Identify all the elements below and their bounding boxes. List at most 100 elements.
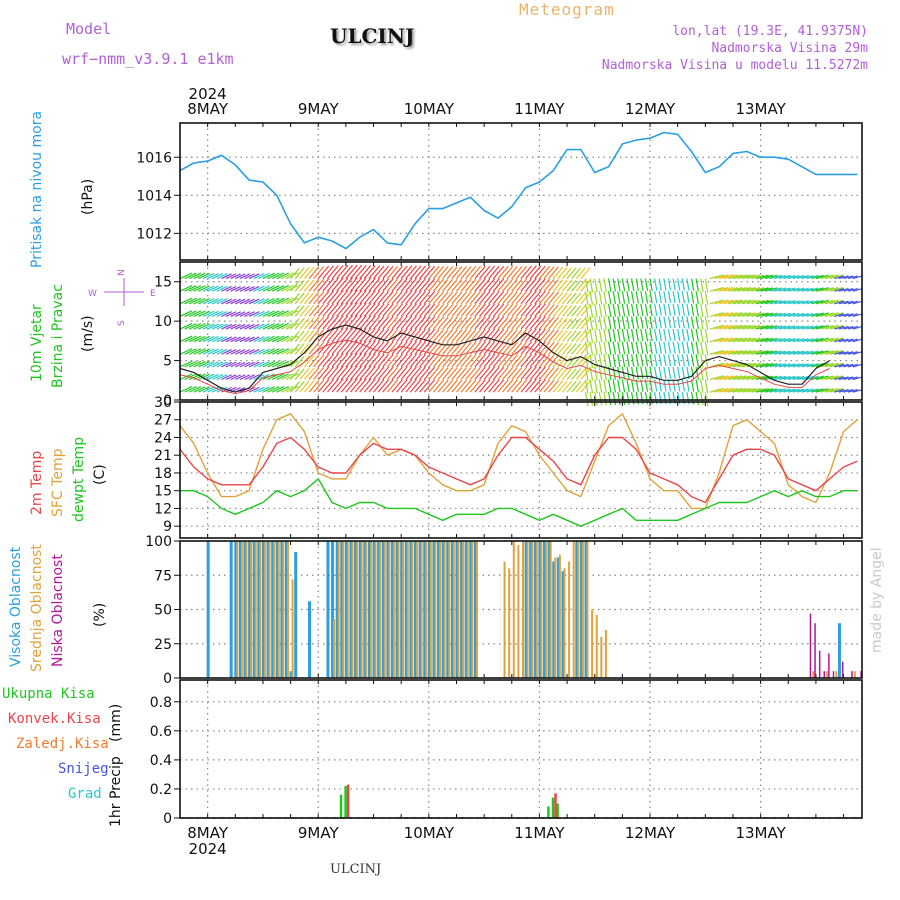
wind-arrow	[695, 366, 699, 380]
clouds-ytick-label: 50	[154, 603, 172, 619]
wind-arrow	[474, 328, 486, 343]
wind-arrow	[621, 316, 626, 330]
wind-arrow	[313, 379, 325, 393]
wind-arrow	[465, 291, 477, 305]
wind-arrow	[317, 328, 330, 343]
wind-arrow	[843, 300, 854, 305]
cloud-bar	[826, 671, 829, 678]
wind-arrow	[253, 348, 265, 355]
wind-arrow	[340, 378, 353, 393]
cloud-bar	[397, 541, 400, 678]
wind-arrow	[271, 348, 285, 355]
wind-arrow	[432, 278, 445, 292]
wind-arrow	[479, 354, 491, 368]
wind-arrow	[253, 336, 265, 343]
wind-arrow	[746, 337, 761, 343]
wind-arrow	[400, 378, 413, 393]
wind-arrow	[179, 385, 193, 393]
wind-arrow	[465, 366, 477, 380]
wind-arrow	[829, 362, 844, 368]
clouds-ytick-label: 100	[145, 534, 172, 550]
wind-arrow	[801, 338, 814, 343]
wind-arrow	[386, 366, 399, 380]
wind-arrow	[179, 360, 193, 368]
wind-arrow	[663, 341, 667, 354]
wind-arrow	[409, 290, 422, 305]
cloud-bar	[860, 671, 862, 678]
wind-arrow	[423, 265, 436, 279]
wind-arrow	[801, 388, 814, 393]
wind-arrow	[663, 328, 667, 341]
wind-arrow	[405, 290, 417, 305]
day-label-top: 9MAY	[298, 100, 340, 118]
wind-arrow	[350, 290, 363, 305]
wind-arrow	[681, 366, 685, 379]
wind-arrow	[294, 292, 305, 305]
wind-arrow	[843, 338, 854, 343]
wind-arrow	[303, 329, 315, 343]
cloud-bar	[360, 541, 363, 678]
wind-arrow	[212, 310, 224, 317]
cloud-bar	[367, 541, 371, 678]
cloud-bar	[529, 541, 533, 678]
wind-arrow	[409, 328, 422, 343]
wind-arrow	[723, 375, 738, 381]
wind-arrow	[202, 335, 215, 343]
cloud-bar	[464, 541, 468, 678]
wind-arrow	[621, 341, 626, 355]
wind-arrow	[562, 305, 573, 317]
wind-arrow	[617, 341, 621, 355]
year-label-top: 2024	[189, 85, 227, 103]
wind-arrow	[221, 348, 232, 355]
wind-arrow	[294, 368, 305, 380]
wind-arrow	[451, 304, 463, 317]
wind-arrow	[834, 325, 845, 330]
wind-arrow	[502, 303, 514, 317]
wind-arrow	[742, 274, 756, 280]
cloud-bar	[452, 541, 455, 678]
wind-arrow	[336, 378, 349, 393]
wind-arrow	[244, 285, 255, 292]
wind-arrow	[631, 316, 635, 329]
wind-arrow	[193, 310, 206, 317]
wind-arrow	[829, 337, 844, 343]
wind-arrow	[294, 343, 305, 355]
wind-arrow	[262, 335, 275, 343]
wind-arrow	[276, 360, 289, 368]
wind-arrow	[612, 291, 617, 305]
wind-arrow	[589, 291, 594, 305]
wind-arrow	[584, 392, 589, 407]
wind-arrow	[690, 278, 695, 291]
wind-arrow	[350, 302, 363, 317]
wind-arrow	[594, 316, 598, 330]
wind-arrow	[788, 338, 800, 343]
wind-arrow	[820, 337, 834, 343]
wind-arrow	[580, 279, 591, 292]
wind-arrow	[598, 328, 603, 343]
wind-arrow	[580, 330, 591, 343]
wind-arrow	[617, 278, 621, 292]
wind-arrow	[428, 316, 440, 330]
wind-arrow	[400, 328, 413, 343]
wind-arrow	[621, 379, 626, 393]
wind-arrow	[520, 379, 533, 393]
wind-arrow	[728, 375, 743, 381]
wind-arrow	[460, 329, 472, 343]
wind-arrow	[797, 363, 809, 368]
temperature-ytick-label: 21	[154, 448, 172, 464]
cloud-bar	[526, 541, 529, 678]
wind-arrow	[612, 379, 617, 393]
wind-arrow	[788, 350, 800, 355]
wind-arrow	[640, 278, 644, 291]
wind-arrow	[783, 287, 796, 292]
wind-arrow	[202, 361, 215, 368]
wind-arrow	[714, 375, 729, 381]
day-label-top: 10MAY	[404, 100, 455, 118]
wind-arrow	[373, 353, 385, 368]
cloud-bar	[432, 541, 436, 678]
cloud-bar	[851, 671, 853, 678]
wind-arrow	[368, 278, 381, 292]
wind-arrow	[704, 278, 709, 293]
wind-arrow	[525, 290, 537, 305]
wind-arrow	[340, 340, 353, 355]
